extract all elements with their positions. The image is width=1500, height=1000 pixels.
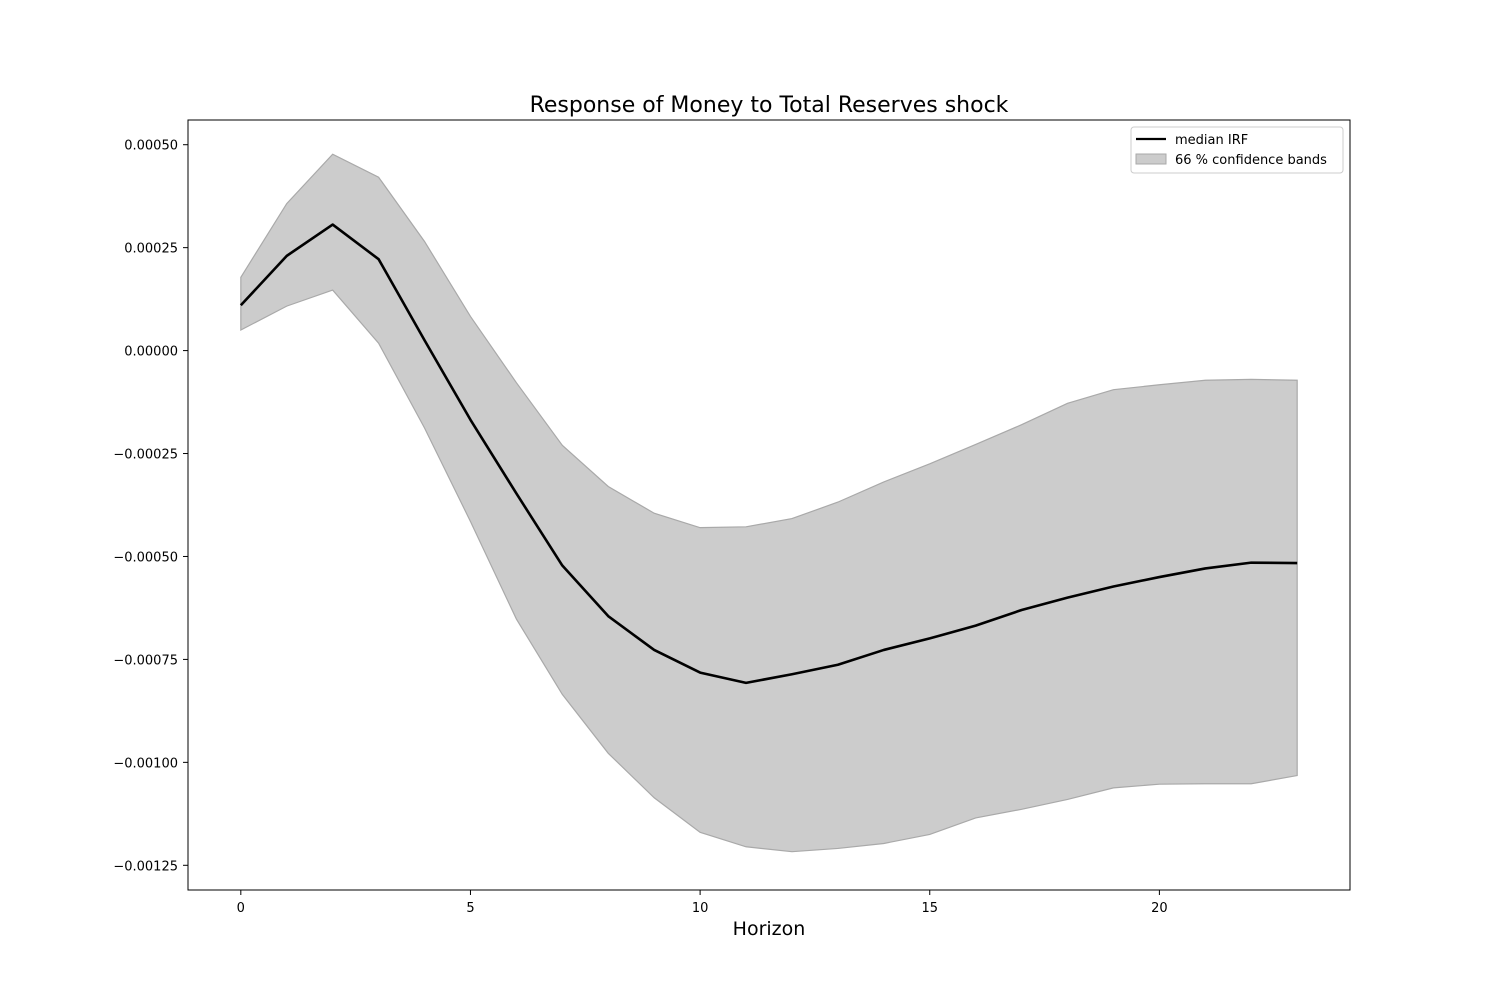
x-tick-label: 10 bbox=[692, 901, 709, 916]
x-tick-label: 5 bbox=[466, 901, 474, 916]
y-tick-label: −0.00125 bbox=[113, 859, 178, 874]
y-tick-label: 0.00025 bbox=[124, 242, 178, 257]
median-irf-line bbox=[239, 223, 1298, 685]
legend-label-median: median IRF bbox=[1175, 133, 1248, 148]
confidence-band bbox=[240, 153, 1298, 853]
x-tick-label: 15 bbox=[921, 901, 938, 916]
y-tick-label: −0.00050 bbox=[113, 550, 178, 565]
y-tick-label: 0.00050 bbox=[124, 139, 178, 154]
axes: 0 5 10 15 20 0.00050 0.00025 0.00000 −0.00025 −0.… bbox=[113, 119, 1351, 916]
x-tick-label: 0 bbox=[237, 901, 245, 916]
y-tick-label: 0.00000 bbox=[124, 345, 178, 360]
chart-title: Response of Money to Total Reserves shoc… bbox=[530, 93, 1009, 118]
legend-box bbox=[1130, 126, 1344, 174]
legend: median IRF 66 % confidence bands bbox=[1130, 126, 1344, 174]
y-tick-label: −0.00075 bbox=[113, 653, 178, 668]
x-axis-label: Horizon bbox=[733, 918, 806, 940]
plot-area bbox=[239, 153, 1298, 853]
y-tick-label: −0.00025 bbox=[113, 448, 178, 463]
legend-band-swatch bbox=[1135, 153, 1167, 165]
x-tick-label: 20 bbox=[1151, 901, 1168, 916]
legend-label-band: 66 % confidence bands bbox=[1175, 153, 1327, 168]
y-tick-label: −0.00100 bbox=[113, 756, 178, 771]
plot-frame bbox=[187, 119, 1351, 891]
